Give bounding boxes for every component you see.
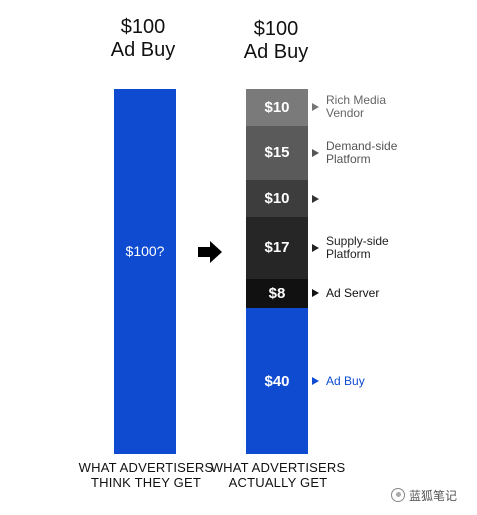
segment-value: $10 [264,190,290,207]
segment-label-line: Ad Buy [326,373,365,388]
watermark: 蓝狐笔记 [391,484,473,506]
segment-pointer-icon [312,103,319,112]
segment-label-line: Vendor [326,106,365,121]
segment-label: Ad Server [326,285,380,300]
segment-pointer-icon [312,289,319,298]
right-arrow-icon [198,241,222,263]
segment-label-line: Platform [326,151,371,166]
segment-label-line: Demand-side [326,138,398,153]
right-column-title: $100 Ad Buy [221,18,331,64]
segment-pointer-icon [312,243,319,252]
right-title-amount: $100 [253,18,299,40]
segment-label-line: Rich Media [326,93,387,108]
segment-label-line: Supply-side [326,233,389,248]
segment-value: $40 [264,372,290,390]
right-title-label: Ad Buy [243,41,309,63]
segment-pointer-icon [312,194,319,203]
left-caption-line2: THINK THEY GET [91,475,201,490]
segment-value: $15 [264,144,290,162]
segment-3: $17 [246,216,308,279]
segment-label: Rich Media Vendor [326,94,386,120]
segment-4: $8 [246,278,308,308]
right-column-caption: WHAT ADVERTISERS ACTUALLY GET [206,460,350,490]
segment-label-line: Platform [326,246,371,261]
segment-label: Ad Buy [326,373,365,388]
right-caption-line1: WHAT ADVERTISERS [210,460,346,475]
segment-value: $10 [264,98,290,116]
left-column-title: $100 Ad Buy [88,16,198,62]
left-caption-line1: WHAT ADVERTISERS [78,460,214,475]
segment-2: $10 [246,180,308,217]
perceived-ad-buy-value: $100? [125,243,165,259]
left-title-amount: $100 [120,16,166,38]
segment-value: $17 [264,239,290,257]
wechat-icon [391,488,405,502]
segment-value: $8 [268,284,286,302]
perceived-ad-buy-bar [114,89,176,454]
segment-label: Demand-side Platform [326,138,398,166]
left-title-label: Ad Buy [110,39,176,61]
watermark-text: 蓝狐笔记 [409,488,458,503]
left-column-caption: WHAT ADVERTISERS THINK THEY GET [74,460,218,490]
segment-5: $40 [246,308,308,454]
segment-0: $10 [246,89,308,126]
segment-label-line: Ad Server [326,285,380,300]
segment-pointer-icon [312,377,319,385]
right-caption-line2: ACTUALLY GET [228,475,328,490]
segment-label: Supply-side Platform [326,233,389,261]
segment-pointer-icon [312,148,319,157]
segment-1: $15 [246,125,308,181]
